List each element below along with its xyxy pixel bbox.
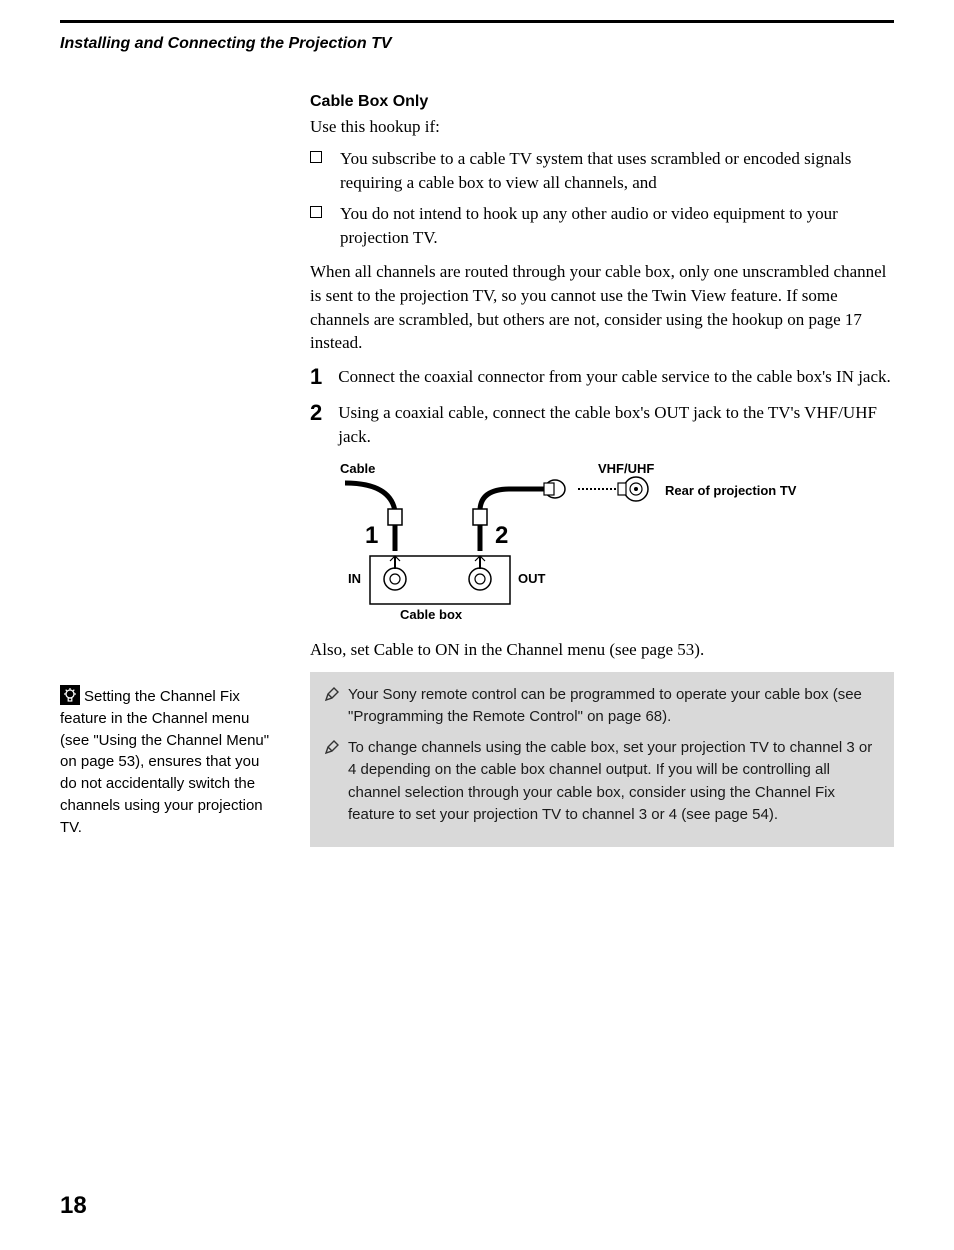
tip-box: Your Sony remote control can be programm… [310, 672, 894, 847]
pencil-icon [324, 739, 340, 827]
step-number: 1 [310, 365, 322, 389]
top-rule [60, 20, 894, 23]
step-text: Using a coaxial cable, connect the cable… [338, 401, 894, 449]
after-diagram-text: Also, set Cable to ON in the Channel men… [310, 638, 894, 662]
page-number: 18 [60, 1192, 87, 1220]
checklist-text: You subscribe to a cable TV system that … [340, 147, 894, 195]
page-header-title: Installing and Connecting the Projection… [60, 35, 954, 53]
body-paragraph: When all channels are routed through you… [310, 260, 894, 355]
step-number: 2 [310, 401, 322, 425]
diagram-label-vhf: VHF/UHF [598, 461, 654, 476]
connection-diagram: Cable VHF/UHF Rear of projection TV 1 [340, 461, 894, 626]
checkbox-icon [310, 151, 322, 163]
checklist-item: You subscribe to a cable TV system that … [310, 147, 894, 195]
diagram-label-in: IN [348, 571, 361, 586]
numbered-steps: 1 Connect the coaxial connector from you… [310, 365, 894, 449]
pencil-icon [324, 686, 340, 729]
sidebar-hint: Setting the Channel Fix feature in the C… [60, 685, 275, 838]
checklist-text: You do not intend to hook up any other a… [340, 202, 894, 250]
tip-item: Your Sony remote control can be programm… [324, 684, 880, 729]
section-heading: Cable Box Only [310, 93, 894, 111]
diagram-step-1: 1 [365, 522, 378, 549]
checkbox-icon [310, 206, 322, 218]
checklist-item: You do not intend to hook up any other a… [310, 202, 894, 250]
step-text: Connect the coaxial connector from your … [338, 365, 891, 389]
diagram-label-box: Cable box [400, 607, 463, 621]
intro-text: Use this hookup if: [310, 115, 894, 139]
tip-text: To change channels using the cable box, … [348, 737, 880, 827]
tip-item: To change channels using the cable box, … [324, 737, 880, 827]
diagram-label-out: OUT [518, 571, 546, 586]
main-content: Cable Box Only Use this hookup if: You s… [310, 93, 894, 847]
diagram-label-rear: Rear of projection TV [665, 483, 797, 498]
sidebar-text: Setting the Channel Fix feature in the C… [60, 688, 269, 836]
diagram-step-2: 2 [495, 522, 508, 549]
lightbulb-icon [60, 685, 80, 705]
diagram-label-cable: Cable [340, 461, 375, 476]
step-item: 2 Using a coaxial cable, connect the cab… [310, 401, 894, 449]
checklist: You subscribe to a cable TV system that … [310, 147, 894, 250]
step-item: 1 Connect the coaxial connector from you… [310, 365, 894, 389]
tip-text: Your Sony remote control can be programm… [348, 684, 880, 729]
